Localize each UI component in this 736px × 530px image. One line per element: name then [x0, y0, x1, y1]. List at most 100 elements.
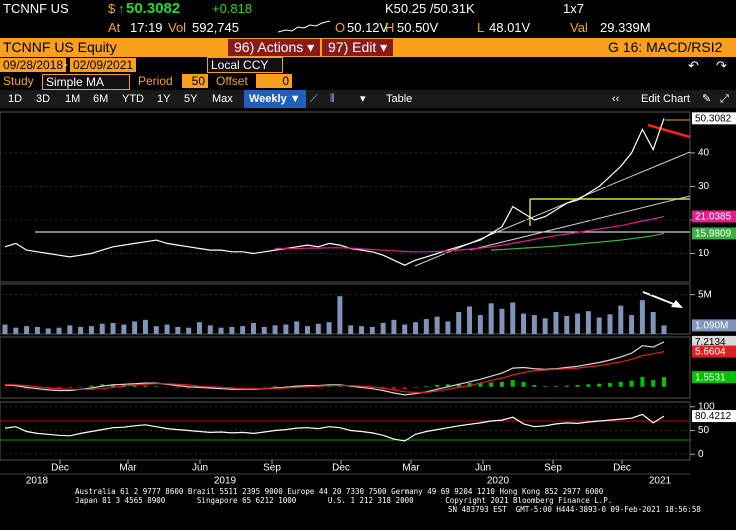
- settings-icon[interactable]: ✎: [702, 93, 712, 105]
- sparkline: [278, 20, 330, 33]
- size: 1x7: [563, 1, 584, 16]
- bid-ask: K50.25 /50.31K: [385, 1, 475, 16]
- currency: $: [108, 1, 116, 16]
- table-button[interactable]: Table: [386, 93, 413, 105]
- last-value-box: [692, 410, 736, 423]
- histogram-bar: [435, 384, 440, 387]
- volume-bar: [326, 322, 332, 334]
- volume-bar: [499, 308, 505, 334]
- trend-line: [469, 195, 691, 251]
- histogram-bar: [165, 386, 170, 388]
- redo-icon[interactable]: ↷: [716, 58, 727, 73]
- histogram-bar: [100, 384, 105, 387]
- histogram-bar: [273, 386, 278, 387]
- dropdown-icon[interactable]: ▾: [360, 93, 366, 105]
- volume-bar: [661, 325, 667, 334]
- histogram-bar: [575, 384, 580, 387]
- y-tick-label: 10: [698, 248, 710, 259]
- date-separator: -: [64, 57, 68, 71]
- volume-bar: [240, 326, 246, 334]
- histogram-bar: [78, 386, 83, 388]
- year-label: 2021: [649, 476, 672, 487]
- zoom-icon[interactable]: ‹‹: [612, 93, 620, 105]
- volume-bar: [186, 327, 192, 334]
- last-value-box: [692, 227, 736, 240]
- last-value-box: [692, 345, 736, 358]
- undo-icon[interactable]: ↶: [688, 58, 699, 73]
- histogram-bar: [413, 386, 418, 389]
- histogram-bar: [348, 386, 353, 388]
- currency-select[interactable]: Local CCY: [207, 57, 283, 73]
- last-value-label: 50.3082: [695, 113, 732, 124]
- histogram-bar: [651, 379, 656, 387]
- edit-button[interactable]: 97) Edit ▾: [322, 39, 394, 56]
- last-value-label: 1.090M: [695, 321, 728, 332]
- volume-bar: [510, 302, 516, 334]
- range-button[interactable]: 6M: [93, 93, 109, 105]
- volume-bar: [261, 326, 267, 334]
- histogram-bar: [629, 380, 634, 387]
- high-label: H: [385, 20, 395, 35]
- start-date[interactable]: 09/28/2018: [0, 58, 67, 72]
- offset-input[interactable]: 0: [256, 74, 292, 88]
- range-button[interactable]: 5Y: [184, 93, 198, 105]
- volume-bar: [250, 322, 256, 334]
- range-button[interactable]: 3D: [36, 93, 51, 105]
- range-button[interactable]: YTD: [122, 93, 144, 105]
- y-tick-label: 30: [698, 181, 710, 192]
- histogram-bar: [283, 386, 288, 387]
- trend-line: [414, 151, 691, 267]
- range-button[interactable]: 1M: [65, 93, 81, 105]
- range-button[interactable]: 1D: [8, 93, 23, 105]
- value-label: Val: [570, 20, 588, 35]
- histogram-bar: [57, 386, 62, 389]
- volume-bar: [164, 324, 170, 334]
- histogram-bar: [424, 386, 429, 387]
- frequency-select[interactable]: Weekly ▼: [244, 90, 306, 108]
- volume-bar: [456, 311, 462, 334]
- volume-bar: [629, 315, 635, 334]
- ticker: TCNNF US: [3, 1, 69, 16]
- histogram-bar: [564, 385, 569, 387]
- volume-bar: [45, 328, 51, 334]
- x-tick-label: Jun: [192, 463, 208, 474]
- series-line: [4, 341, 665, 396]
- bar-icon[interactable]: ⫴: [330, 93, 335, 105]
- annotation-arrow-head: [671, 300, 683, 308]
- volume-bar: [445, 321, 451, 334]
- year-label: 2019: [214, 476, 237, 487]
- histogram-bar: [240, 386, 245, 388]
- volume-bar: [121, 324, 127, 334]
- volume-bar: [142, 319, 148, 334]
- y-tick-label: 0: [698, 449, 704, 460]
- x-tick-label: Dec: [613, 463, 631, 474]
- volume-bar: [132, 321, 138, 334]
- range-button[interactable]: Max: [212, 93, 233, 105]
- volume-bar: [477, 315, 483, 334]
- volume-bar: [369, 326, 375, 334]
- histogram-bar: [607, 383, 612, 387]
- expand-icon[interactable]: ⤢: [720, 93, 729, 105]
- series-line: [4, 351, 665, 393]
- volume-bar: [315, 323, 321, 334]
- study-select[interactable]: Simple MA: [42, 74, 130, 90]
- edit-chart-button[interactable]: Edit Chart: [641, 93, 690, 105]
- histogram-bar: [327, 386, 332, 387]
- volume-bar: [229, 326, 235, 334]
- period-input[interactable]: 50: [182, 74, 208, 88]
- volume-bar: [575, 313, 581, 334]
- last-value-label: 1.5531: [695, 372, 726, 383]
- end-date[interactable]: 02/09/2021: [70, 58, 137, 72]
- volume-bar: [175, 326, 181, 334]
- volume-bar: [24, 326, 30, 334]
- range-button[interactable]: 1Y: [157, 93, 171, 105]
- volume-bar: [596, 317, 602, 334]
- histogram-bar: [467, 383, 472, 387]
- histogram-bar: [586, 384, 591, 387]
- volume-bar: [99, 323, 105, 334]
- panel: [0, 336, 691, 399]
- line-icon[interactable]: ⟋: [310, 93, 318, 105]
- x-tick-label: Sep: [263, 463, 281, 474]
- actions-button[interactable]: 96) Actions ▾: [228, 39, 321, 56]
